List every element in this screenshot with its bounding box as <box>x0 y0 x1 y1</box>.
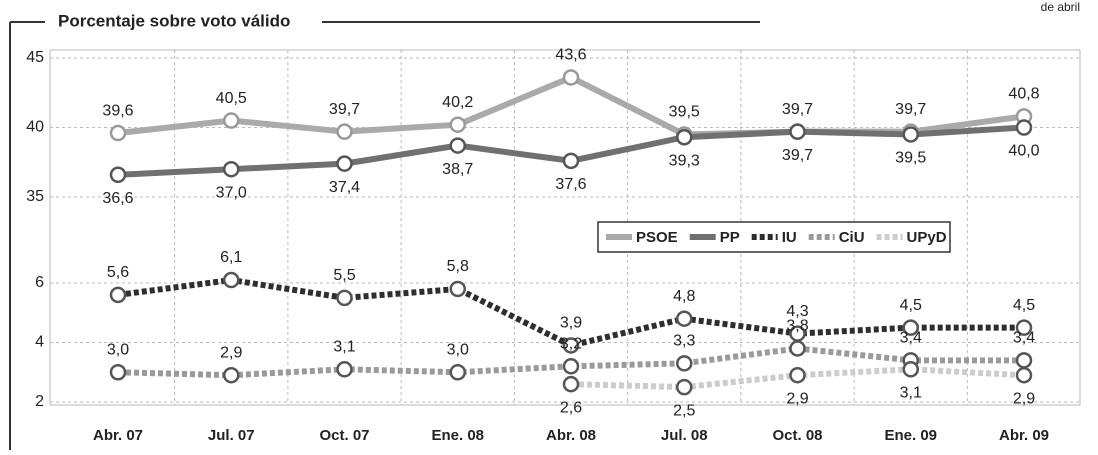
value-label: 3,4 <box>1013 330 1035 347</box>
value-label: 5,6 <box>107 264 129 281</box>
value-label: 3,0 <box>447 341 469 358</box>
marker <box>564 359 578 373</box>
value-label: 39,5 <box>895 150 926 167</box>
note: de abril <box>1041 0 1080 14</box>
marker <box>791 341 805 355</box>
legend-label: CiU <box>839 229 865 246</box>
value-label: 40,0 <box>1008 143 1039 160</box>
value-label: 4,8 <box>673 288 695 305</box>
marker <box>338 157 352 171</box>
legend-label: PSOE <box>636 229 678 246</box>
x-tick-label: Ene. 09 <box>884 427 937 444</box>
value-label: 39,6 <box>102 102 133 119</box>
marker <box>224 162 238 176</box>
marker <box>677 130 691 144</box>
value-label: 6,1 <box>220 249 242 266</box>
value-label: 37,0 <box>216 184 247 201</box>
series-line <box>118 77 1024 134</box>
x-tick-label: Oct. 08 <box>772 427 822 444</box>
marker <box>564 377 578 391</box>
value-label: 3,1 <box>333 338 355 355</box>
marker <box>1017 353 1031 367</box>
marker <box>224 368 238 382</box>
marker <box>791 125 805 139</box>
x-tick-label: Jul. 08 <box>661 427 708 444</box>
marker <box>224 114 238 128</box>
marker <box>111 365 125 379</box>
value-label: 39,7 <box>782 147 813 164</box>
value-label: 37,4 <box>329 179 360 196</box>
value-label: 2,9 <box>1013 390 1035 407</box>
value-label: 39,7 <box>895 101 926 118</box>
y-tick-label: 4 <box>35 334 44 351</box>
marker <box>451 282 465 296</box>
value-label: 38,7 <box>442 161 473 178</box>
value-label: 5,8 <box>447 258 469 275</box>
y-tick-label: 40 <box>26 119 44 136</box>
marker <box>451 139 465 153</box>
legend-label: IU <box>782 229 797 246</box>
marker <box>677 380 691 394</box>
value-label: 37,6 <box>555 176 586 193</box>
x-tick-label: Abr. 08 <box>546 427 596 444</box>
value-label: 3,1 <box>900 384 922 401</box>
y-tick-label: 35 <box>26 188 44 205</box>
value-label: 39,3 <box>669 152 700 169</box>
marker <box>904 127 918 141</box>
value-label: 2,5 <box>673 402 695 419</box>
marker <box>677 356 691 370</box>
chart-title: Porcentaje sobre voto válido <box>58 11 290 30</box>
value-label: 39,7 <box>329 101 360 118</box>
y-tick-label: 6 <box>35 274 44 291</box>
value-label: 2,6 <box>560 399 582 416</box>
legend-label: PP <box>720 229 740 246</box>
value-label: 2,9 <box>786 390 808 407</box>
value-label: 40,5 <box>216 90 247 107</box>
marker <box>564 154 578 168</box>
marker <box>111 168 125 182</box>
value-label: 4,5 <box>900 297 922 314</box>
value-label: 3,0 <box>107 341 129 358</box>
marker <box>338 362 352 376</box>
marker <box>1017 121 1031 135</box>
legend-label: UPyD <box>907 229 947 246</box>
value-label: 5,5 <box>333 267 355 284</box>
marker <box>111 288 125 302</box>
x-tick-label: Abr. 07 <box>93 427 143 444</box>
marker <box>451 118 465 132</box>
marker <box>338 291 352 305</box>
value-label: 40,8 <box>1008 86 1039 103</box>
y-tick-label: 2 <box>35 393 44 410</box>
marker <box>677 312 691 326</box>
value-label: 4,5 <box>1013 297 1035 314</box>
marker <box>111 126 125 140</box>
marker <box>904 362 918 376</box>
value-label: 43,6 <box>555 47 586 64</box>
value-label: 36,6 <box>102 190 133 207</box>
marker <box>1017 368 1031 382</box>
value-label: 39,7 <box>782 101 813 118</box>
marker <box>564 70 578 84</box>
value-label: 3,9 <box>560 315 582 332</box>
chart: Porcentaje sobre voto válido de abril Ab… <box>0 0 1098 450</box>
x-tick-label: Abr. 09 <box>999 427 1049 444</box>
marker <box>451 365 465 379</box>
marker <box>338 125 352 139</box>
y-tick-label: 45 <box>26 49 44 66</box>
value-label: 3,4 <box>900 330 922 347</box>
value-label: 3,8 <box>786 318 808 335</box>
value-label: 39,5 <box>669 104 700 121</box>
x-tick-label: Ene. 08 <box>431 427 484 444</box>
value-label: 40,2 <box>442 94 473 111</box>
value-label: 2,9 <box>220 344 242 361</box>
x-tick-label: Oct. 07 <box>319 427 369 444</box>
x-tick-label: Jul. 07 <box>208 427 255 444</box>
marker <box>224 273 238 287</box>
value-label: 3,2 <box>560 336 582 353</box>
marker <box>791 368 805 382</box>
value-label: 3,3 <box>673 333 695 350</box>
